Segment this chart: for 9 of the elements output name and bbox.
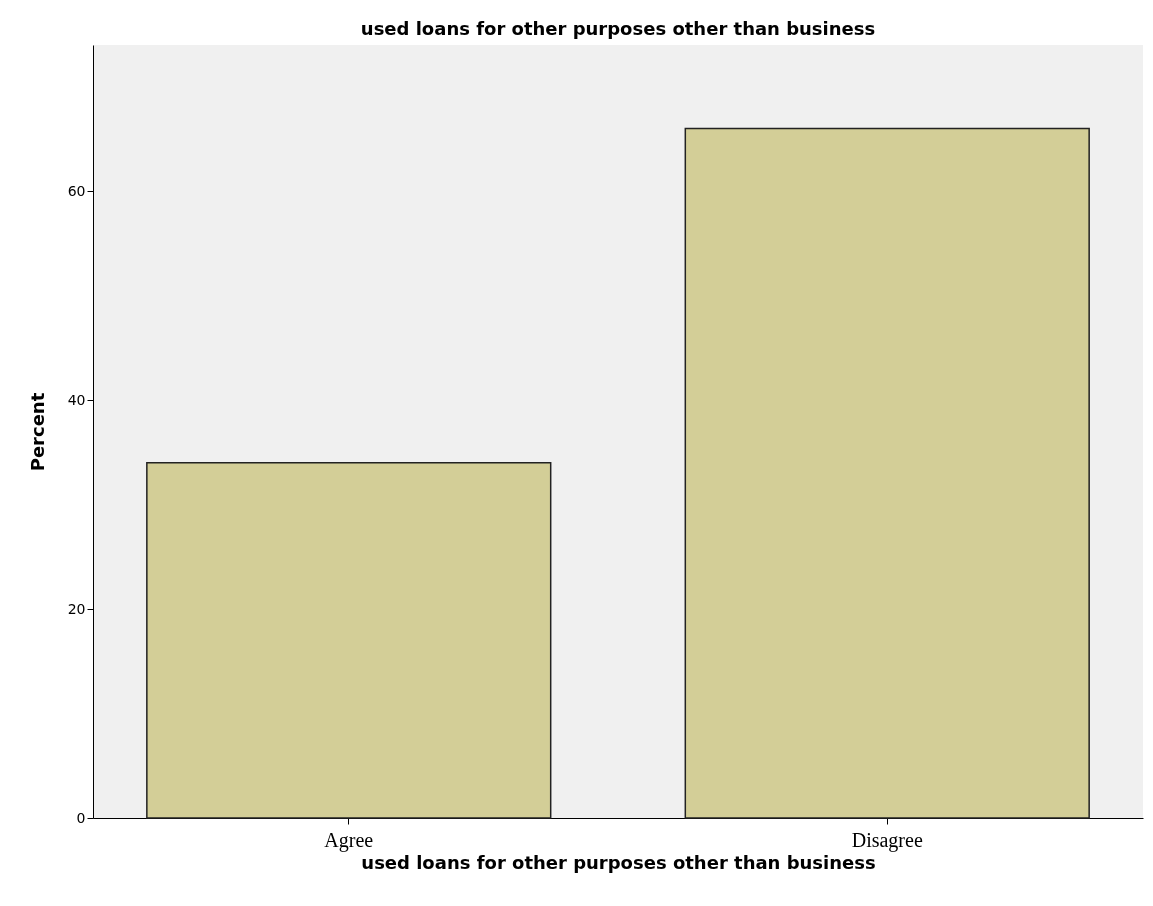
x-axis-title: used loans for other purposes other than business [361,851,876,873]
y-tick-label: 60 [67,182,86,199]
x-tick-label: Disagree [851,828,923,852]
y-tick-label: 40 [67,391,86,408]
x-tick-label: Agree [324,828,374,852]
y-tick-label: 0 [76,809,86,826]
chart-title: used loans for other purposes other than business [360,18,876,39]
y-tick-label: 20 [67,600,86,617]
y-axis-title: Percent [26,392,48,472]
